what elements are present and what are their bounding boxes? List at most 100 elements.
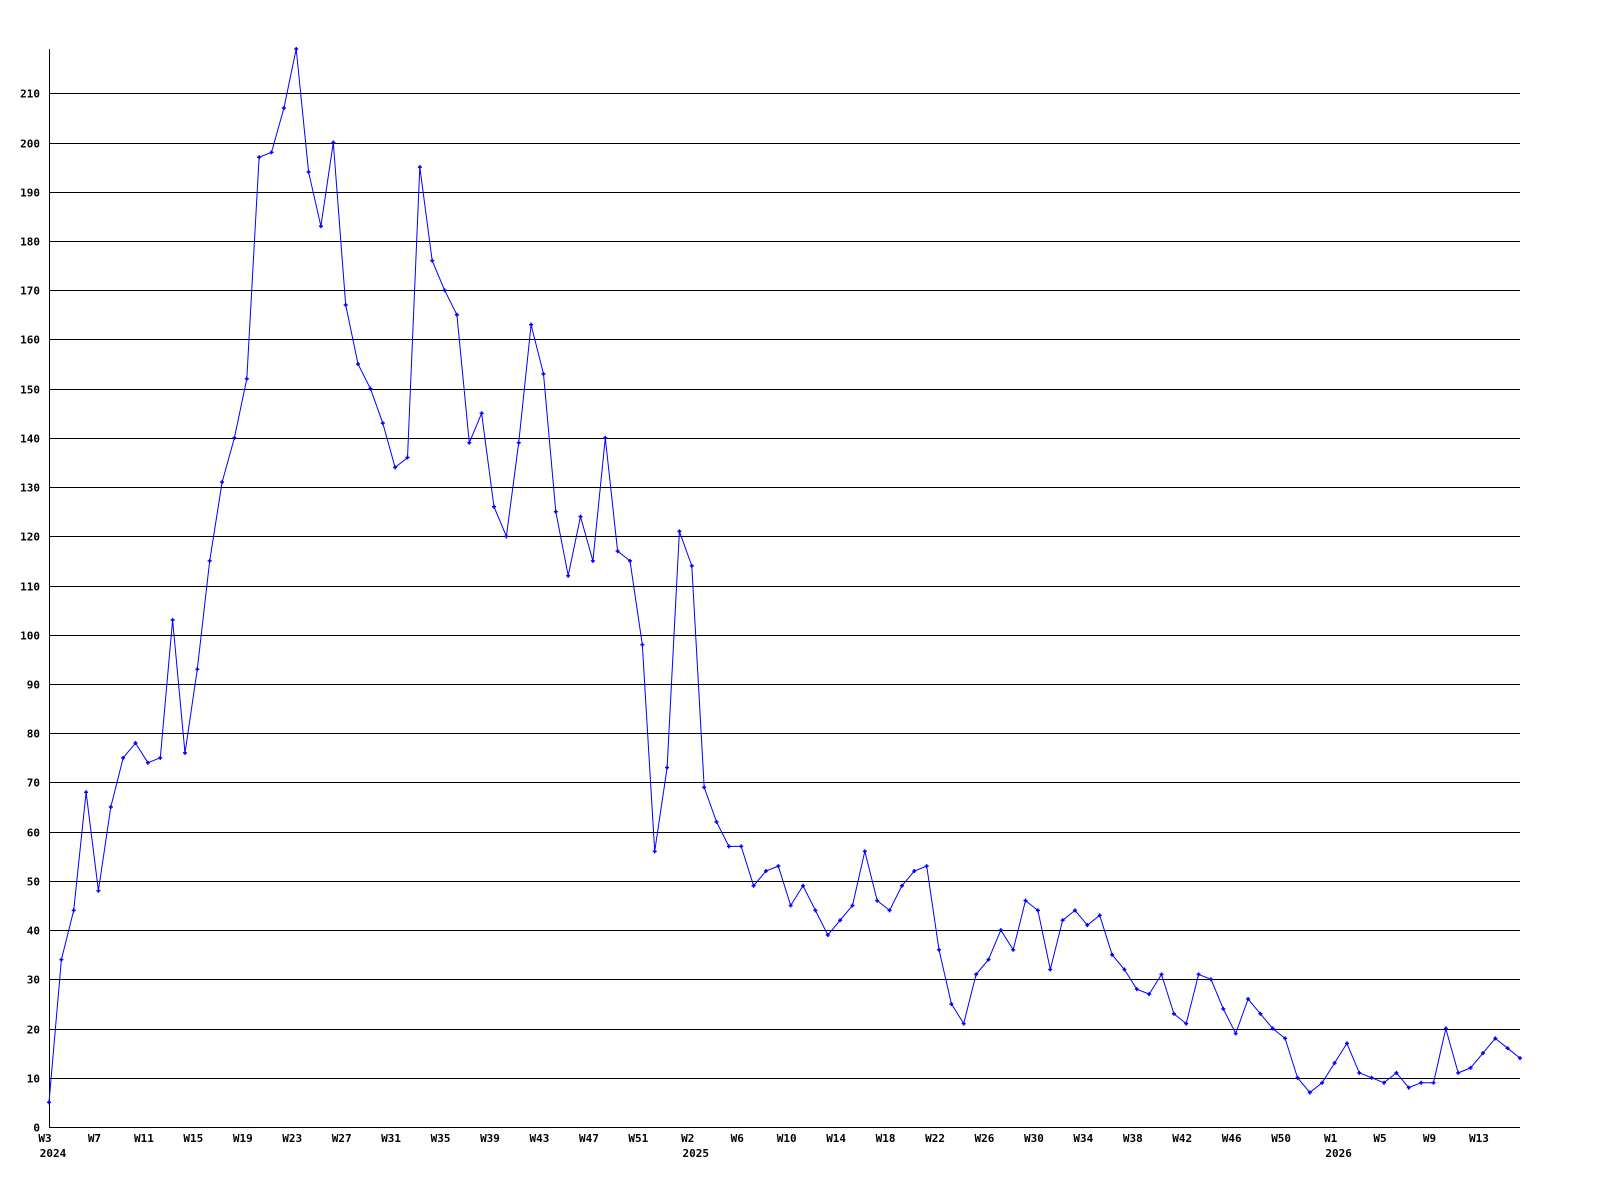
x-tick-label: W50 xyxy=(1271,1132,1291,1145)
data-point xyxy=(850,903,855,908)
y-tick-label: 120 xyxy=(20,531,40,544)
data-point xyxy=(1283,1036,1288,1041)
y-tick-label: 210 xyxy=(20,88,40,101)
data-point xyxy=(887,908,892,913)
data-point xyxy=(986,957,991,962)
data-point xyxy=(1048,967,1053,972)
data-point xyxy=(1085,923,1090,928)
x-year-label: 2026 xyxy=(1325,1147,1352,1160)
data-point xyxy=(974,972,979,977)
x-tick-label: W3 xyxy=(38,1132,51,1145)
data-point xyxy=(84,790,89,795)
data-point xyxy=(615,549,620,554)
data-point xyxy=(788,903,793,908)
data-point xyxy=(368,386,373,391)
x-tick-label: W27 xyxy=(332,1132,352,1145)
data-point xyxy=(553,509,558,514)
y-tick-label: 20 xyxy=(27,1024,40,1037)
data-point xyxy=(1060,918,1065,923)
data-point xyxy=(912,869,917,874)
data-point xyxy=(1382,1080,1387,1085)
data-point xyxy=(393,465,398,470)
data-point xyxy=(862,849,867,854)
data-point xyxy=(875,898,880,903)
data-point xyxy=(1035,908,1040,913)
x-tick-label: W6 xyxy=(731,1132,745,1145)
data-point xyxy=(1023,898,1028,903)
y-tick-label: 40 xyxy=(27,925,40,938)
data-point xyxy=(467,440,472,445)
data-point xyxy=(961,1021,966,1026)
data-point xyxy=(937,947,942,952)
data-point xyxy=(541,371,546,376)
x-tick-label: W38 xyxy=(1123,1132,1143,1145)
data-point xyxy=(220,480,225,485)
data-point xyxy=(244,376,249,381)
x-year-label: 2025 xyxy=(683,1147,710,1160)
x-tick-label: W42 xyxy=(1172,1132,1192,1145)
data-point xyxy=(739,844,744,849)
data-point xyxy=(677,529,682,534)
data-point xyxy=(195,667,200,672)
data-point xyxy=(331,140,336,145)
data-point xyxy=(899,883,904,888)
x-tick-label: W7 xyxy=(88,1132,101,1145)
data-point xyxy=(627,558,632,563)
data-point xyxy=(603,435,608,440)
data-point xyxy=(640,642,645,647)
data-point xyxy=(1369,1075,1374,1080)
data-point xyxy=(1344,1041,1349,1046)
data-point xyxy=(343,302,348,307)
data-point xyxy=(1072,908,1077,913)
y-tick-label: 30 xyxy=(27,974,40,987)
x-tick-label: W35 xyxy=(431,1132,451,1145)
data-point xyxy=(59,957,64,962)
data-point xyxy=(1196,972,1201,977)
data-point xyxy=(1097,913,1102,918)
x-tick-label: W47 xyxy=(579,1132,599,1145)
data-point xyxy=(405,455,410,460)
data-point xyxy=(269,150,274,155)
data-point xyxy=(949,1001,954,1006)
x-year-label: 2024 xyxy=(40,1147,67,1160)
data-point xyxy=(566,573,571,578)
data-point xyxy=(1493,1036,1498,1041)
data-point xyxy=(207,558,212,563)
data-point xyxy=(590,558,595,563)
data-point xyxy=(1394,1070,1399,1075)
series xyxy=(47,47,1522,1105)
data-point xyxy=(121,755,126,760)
data-point xyxy=(294,47,299,51)
data-point xyxy=(1208,977,1213,982)
data-point xyxy=(182,750,187,755)
data-point xyxy=(776,864,781,869)
data-point xyxy=(281,106,286,111)
data-point xyxy=(454,312,459,317)
data-point xyxy=(1110,952,1115,957)
x-tick-label: W19 xyxy=(233,1132,253,1145)
data-point xyxy=(1159,972,1164,977)
data-point xyxy=(1518,1056,1522,1061)
data-point xyxy=(170,617,175,622)
data-point xyxy=(1332,1061,1337,1066)
x-tick-label: W18 xyxy=(876,1132,896,1145)
y-tick-label: 60 xyxy=(27,827,40,840)
y-tick-label: 160 xyxy=(20,334,40,347)
data-point xyxy=(1246,997,1251,1002)
y-tick-label: 90 xyxy=(27,679,40,692)
y-tick-label: 110 xyxy=(20,581,40,594)
x-tick-label: W46 xyxy=(1222,1132,1242,1145)
data-point xyxy=(702,785,707,790)
x-tick-label: W14 xyxy=(826,1132,846,1145)
data-point xyxy=(417,165,422,170)
x-tick-label: W10 xyxy=(777,1132,797,1145)
data-point xyxy=(1320,1080,1325,1085)
data-point xyxy=(1184,1021,1189,1026)
data-point xyxy=(652,849,657,854)
data-point xyxy=(479,411,484,416)
data-point xyxy=(1468,1065,1473,1070)
data-point xyxy=(47,1100,51,1105)
x-tick-label: W5 xyxy=(1373,1132,1386,1145)
data-point xyxy=(714,819,719,824)
x-tick-label: W43 xyxy=(530,1132,550,1145)
